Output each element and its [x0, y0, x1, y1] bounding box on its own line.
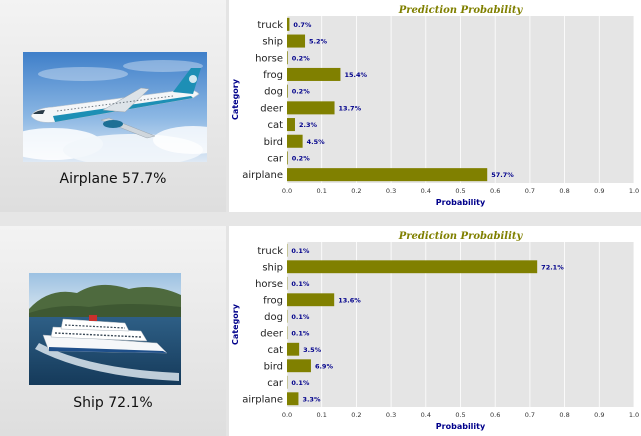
y-tick-label: truck [257, 20, 283, 31]
bar-value-label: 13.6% [338, 296, 361, 304]
ship-photo [29, 273, 181, 385]
x-tick-label: 0.4 [421, 187, 431, 195]
bar [287, 342, 300, 356]
x-tick-label: 0.9 [594, 411, 604, 419]
bar-value-label: 0.1% [291, 247, 310, 255]
y-tick-label: cat [267, 120, 283, 131]
bar-value-label: 0.2% [292, 154, 311, 162]
bar-value-label: 6.9% [315, 362, 334, 370]
x-tick-label: 0.1 [317, 187, 327, 195]
bar-value-label: 0.1% [291, 313, 310, 321]
probability-chart-panel: Prediction Probability 0.0 0.1 0.2 0.3 0.4 0.5… [229, 226, 641, 436]
bar-value-label: 3.5% [303, 346, 322, 354]
bar [287, 17, 290, 31]
bar [287, 168, 488, 182]
y-tick-label: deer [260, 328, 284, 339]
probability-bar-chart: Prediction Probability 0.0 0.1 0.2 0.3 0.4 0.5… [231, 231, 639, 431]
bar [287, 51, 288, 65]
y-axis-label: Category [231, 78, 240, 120]
y-tick-label: ship [262, 37, 283, 48]
x-tick-label: 0.3 [386, 187, 396, 195]
y-tick-label: dog [264, 312, 283, 323]
image-panel: Airplane 57.7% [0, 0, 226, 212]
x-axis-label: Probability [436, 198, 486, 207]
x-tick-label: 1.0 [629, 411, 639, 419]
bar-value-label: 5.2% [309, 38, 328, 46]
x-tick-label: 0.8 [559, 411, 569, 419]
bar-value-label: 0.2% [292, 54, 311, 62]
x-tick-label: 0.3 [386, 411, 396, 419]
bar [287, 392, 299, 406]
bar [287, 84, 288, 98]
prediction-row-1: Airplane 57.7% Prediction Probability 0.0… [0, 0, 641, 212]
x-tick-label: 0.7 [525, 411, 535, 419]
bar [287, 151, 288, 165]
x-tick-label: 0.0 [282, 187, 292, 195]
x-tick-label: 0.2 [351, 187, 361, 195]
x-tick-label: 0.6 [490, 187, 500, 195]
bar-value-label: 72.1% [541, 263, 564, 271]
image-panel: Ship 72.1% [0, 226, 226, 436]
airplane-photo [23, 52, 207, 162]
bar-value-label: 0.1% [291, 280, 310, 288]
y-tick-label: dog [264, 87, 283, 98]
prediction-row-2: Ship 72.1% Prediction Probability 0.0 0.1 0… [0, 226, 641, 436]
row-separator [0, 212, 641, 226]
bar-value-label: 0.1% [291, 329, 310, 337]
probability-bar-chart: Prediction Probability 0.0 0.1 0.2 0.3 0.4 0.5… [231, 5, 639, 207]
y-tick-label: bird [264, 137, 283, 148]
y-tick-label: deer [260, 103, 284, 114]
y-tick-label: horse [255, 279, 283, 290]
bar-value-label: 13.7% [339, 104, 362, 112]
y-tick-label: cat [267, 345, 283, 356]
chart-title: Prediction Probability [398, 231, 524, 242]
x-tick-label: 1.0 [629, 187, 639, 195]
bar-value-label: 0.1% [291, 379, 310, 387]
x-tick-label: 0.0 [282, 411, 292, 419]
bar-value-label: 0.7% [293, 21, 312, 29]
bar-value-label: 0.2% [292, 88, 311, 96]
bar-value-label: 4.5% [307, 138, 326, 146]
y-tick-label: horse [255, 53, 283, 64]
bar-value-label: 3.3% [302, 395, 321, 403]
bar [287, 34, 306, 48]
bar-value-label: 2.3% [299, 121, 318, 129]
y-tick-label: bird [264, 361, 283, 372]
y-tick-label: car [267, 378, 284, 389]
y-tick-label: ship [262, 262, 283, 273]
x-tick-label: 0.5 [455, 187, 465, 195]
bar [287, 118, 295, 132]
chart-title: Prediction Probability [398, 5, 524, 16]
bar-value-label: 57.7% [491, 171, 514, 179]
x-tick-label: 0.8 [559, 187, 569, 195]
x-tick-label: 0.4 [421, 411, 431, 419]
bar [287, 67, 341, 81]
bar [287, 293, 335, 307]
prediction-caption: Ship 72.1% [73, 395, 153, 411]
x-axis-label: Probability [436, 422, 486, 431]
bar [287, 101, 335, 115]
bar [287, 359, 311, 373]
y-tick-label: car [267, 153, 284, 164]
y-axis-label: Category [231, 303, 240, 345]
y-tick-label: frog [263, 70, 283, 81]
x-tick-label: 0.1 [317, 411, 327, 419]
prediction-caption: Airplane 57.7% [59, 171, 167, 187]
y-tick-label: frog [263, 295, 283, 306]
x-tick-label: 0.9 [594, 187, 604, 195]
bar [287, 260, 538, 274]
x-tick-label: 0.6 [490, 411, 500, 419]
x-tick-label: 0.7 [525, 187, 535, 195]
x-tick-label: 0.2 [351, 411, 361, 419]
probability-chart-panel: Prediction Probability 0.0 0.1 0.2 0.3 0.4 0.5… [229, 0, 641, 212]
y-tick-label: airplane [242, 170, 283, 181]
bar-value-label: 15.4% [344, 71, 367, 79]
y-tick-label: airplane [242, 394, 283, 405]
bar [287, 134, 303, 148]
x-tick-label: 0.5 [455, 411, 465, 419]
y-tick-label: truck [257, 246, 283, 257]
